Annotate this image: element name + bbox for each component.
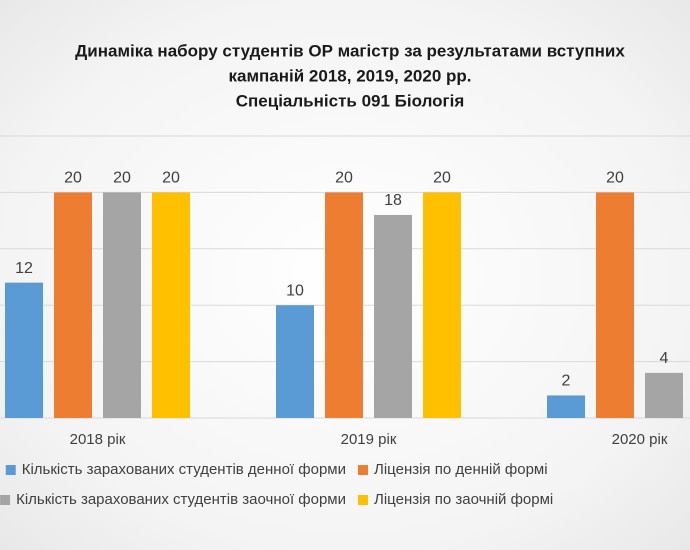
data-label: 20 [606,170,624,187]
bar [276,305,314,418]
bar [596,192,634,418]
bar [645,372,683,418]
bar [152,192,190,418]
bar [325,192,363,418]
bar [423,192,461,418]
data-label: 4 [660,350,669,367]
data-label: 20 [162,170,180,187]
chart-title: Спеціальність 091 Біологія [236,91,465,110]
x-tick-label: 2020 рік [612,431,668,448]
legend-label: Кількість зарахованих студентів денної ф… [22,461,346,478]
x-tick-label: 2019 рік [341,431,397,448]
bar [5,282,43,418]
data-label: 2 [562,373,571,390]
chart-title: кампаній 2018, 2019, 2020 рр. [229,66,472,85]
bar [103,192,141,418]
data-label: 18 [384,192,402,209]
bar [547,395,585,418]
bar [54,192,92,418]
bar [374,214,412,418]
legend-swatch [358,465,368,475]
legend-swatch [358,495,368,505]
legend-label: Ліцензія по заочній формі [374,491,553,508]
data-label: 20 [433,170,451,187]
data-label: 20 [113,170,131,187]
x-tick-label: 2018 рік [70,431,126,448]
legend-label: Кількість зарахованих студентів заочної … [16,491,346,508]
legend-label: Ліцензія по денній формі [374,461,548,478]
data-label: 10 [286,282,304,299]
data-label: 20 [335,170,353,187]
legend-swatch [0,495,11,505]
data-label: 12 [15,260,33,277]
chart-title: Динаміка набору студентів ОР магістр за … [75,41,625,60]
legend-swatch [5,465,16,475]
data-label: 20 [64,170,82,187]
